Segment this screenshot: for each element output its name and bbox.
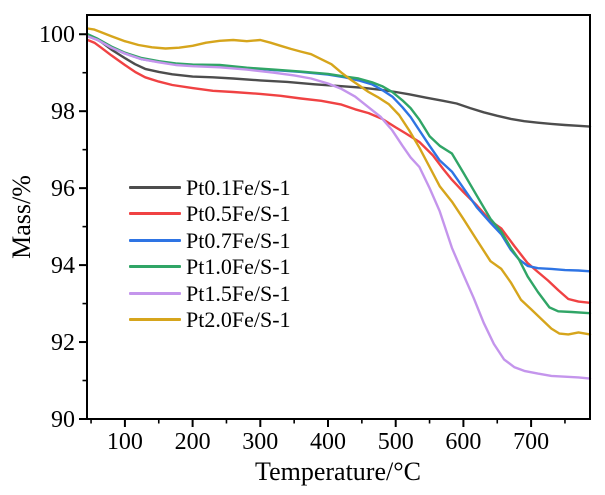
legend-label: Pt1.0Fe/S-1 — [186, 254, 291, 280]
legend-item-pt0.1fe-s-1: Pt0.1Fe/S-1 — [129, 174, 291, 201]
x-tick-label: 600 — [445, 429, 481, 455]
legend-line-swatch — [129, 212, 181, 216]
legend-line-swatch — [129, 185, 181, 189]
y-tick-label: 100 — [39, 22, 75, 48]
y-axis-title: Mass/% — [7, 175, 36, 259]
y-tick-label: 96 — [51, 176, 75, 202]
y-tick-label: 94 — [51, 253, 75, 279]
legend-line-swatch — [129, 265, 181, 269]
x-tick-label: 400 — [310, 429, 346, 455]
y-tick-label: 92 — [51, 330, 75, 356]
y-tick-label: 98 — [51, 99, 75, 125]
series-line-pt1.5fe-s-1 — [86, 35, 592, 380]
series-line-pt0.1fe-s-1 — [86, 35, 592, 128]
series-line-pt2.0fe-s-1 — [86, 27, 592, 336]
legend-item-pt1.5fe-s-1: Pt1.5Fe/S-1 — [129, 280, 291, 307]
plot-border — [86, 14, 591, 420]
legend-label: Pt0.7Fe/S-1 — [186, 227, 291, 253]
legend-item-pt2.0fe-s-1: Pt2.0Fe/S-1 — [129, 307, 291, 334]
plot-area: 100 200 300 400 500 600 700 90 92 94 96 98 100 — [39, 14, 592, 455]
x-tick-label: 300 — [242, 429, 278, 455]
x-tick-label: 200 — [175, 429, 211, 455]
legend-label: Pt2.0Fe/S-1 — [186, 307, 291, 333]
series-line-pt0.5fe-s-1 — [86, 38, 592, 304]
legend-line-swatch — [129, 291, 181, 295]
legend-item-pt0.7fe-s-1: Pt0.7Fe/S-1 — [129, 227, 291, 254]
legend-line-swatch — [129, 318, 181, 322]
x-axis-title: Temperature/°C — [255, 457, 421, 486]
x-tick-label: 500 — [378, 429, 414, 455]
y-tick-label: 90 — [51, 407, 75, 433]
legend-label: Pt0.5Fe/S-1 — [186, 201, 291, 227]
legend-item-pt1.0fe-s-1: Pt1.0Fe/S-1 — [129, 254, 291, 281]
legend-line-swatch — [129, 238, 181, 242]
series-line-pt1.0fe-s-1 — [86, 33, 592, 315]
legend: Pt0.1Fe/S-1 Pt0.5Fe/S-1 Pt0.7Fe/S-1 Pt1.0Fe… — [129, 174, 291, 333]
legend-label: Pt0.1Fe/S-1 — [186, 174, 291, 200]
x-tick-label: 100 — [107, 429, 143, 455]
legend-item-pt0.5fe-s-1: Pt0.5Fe/S-1 — [129, 201, 291, 228]
x-tick-label: 700 — [513, 429, 549, 455]
legend-label: Pt1.5Fe/S-1 — [186, 280, 291, 306]
